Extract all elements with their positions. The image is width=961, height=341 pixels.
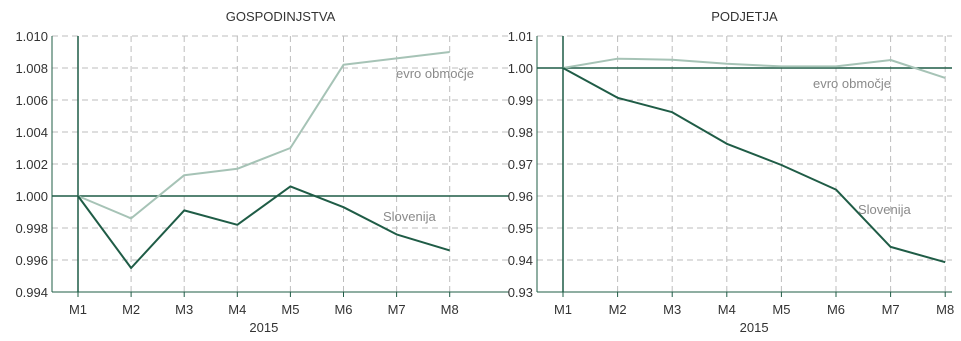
x-tick-label: M1 <box>69 302 87 317</box>
chart-title-households: GOSPODINJSTVA <box>226 9 336 24</box>
x-tick-label: M7 <box>882 302 900 317</box>
y-tick-label: 0.95 <box>508 221 533 236</box>
x-tick-label: M4 <box>228 302 246 317</box>
y-tick-label: 0.94 <box>508 253 533 268</box>
y-tick-label: 0.96 <box>508 189 533 204</box>
y-tick-label: 0.98 <box>508 125 533 140</box>
x-tick-label: M6 <box>827 302 845 317</box>
x-tick-label: M4 <box>718 302 736 317</box>
x-axis-label: 2015 <box>249 320 278 335</box>
series-line-euro <box>77 51 450 220</box>
y-tick-label: 0.996 <box>15 253 48 268</box>
x-axis-label: 2015 <box>740 320 769 335</box>
x-tick-label: M1 <box>554 302 572 317</box>
y-tick-label: 0.998 <box>15 221 48 236</box>
y-tick-label: 1.008 <box>15 61 48 76</box>
y-tick-label: 1.01 <box>508 29 533 44</box>
y-tick-label: 1.004 <box>15 125 48 140</box>
x-tick-label: M5 <box>281 302 299 317</box>
y-tick-label: 1.010 <box>15 29 48 44</box>
y-tick-label: 1.006 <box>15 93 48 108</box>
x-tick-label: M3 <box>175 302 193 317</box>
y-tick-label: 1.002 <box>15 157 48 172</box>
x-tick-label: M2 <box>122 302 140 317</box>
y-tick-label: 1.000 <box>15 189 48 204</box>
x-tick-label: M2 <box>609 302 627 317</box>
y-tick-label: 1.00 <box>508 61 533 76</box>
series-label-slovenia: Slovenija <box>383 209 437 224</box>
x-tick-label: M8 <box>441 302 459 317</box>
chart-title-companies: PODJETJA <box>711 9 778 24</box>
x-tick-label: M6 <box>334 302 352 317</box>
series-label-euro: evro območje <box>396 66 474 81</box>
series-label-euro: evro območje <box>813 76 891 91</box>
series-line-euro <box>562 57 946 79</box>
y-tick-label: 0.99 <box>508 93 533 108</box>
y-tick-label: 0.93 <box>508 285 533 300</box>
series-line-slovenia <box>562 67 946 264</box>
series-label-slovenia: Slovenija <box>858 202 912 217</box>
x-tick-label: M8 <box>936 302 954 317</box>
y-tick-label: 0.994 <box>15 285 48 300</box>
x-tick-label: M5 <box>772 302 790 317</box>
x-tick-label: M7 <box>388 302 406 317</box>
series-line-slovenia <box>77 185 450 269</box>
x-tick-label: M3 <box>663 302 681 317</box>
y-tick-label: 0.97 <box>508 157 533 172</box>
